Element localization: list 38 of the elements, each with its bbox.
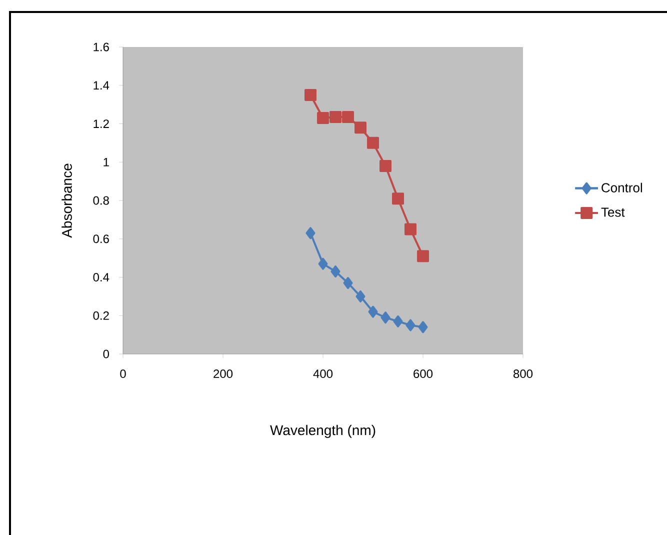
point xyxy=(367,136,379,149)
point xyxy=(354,122,366,134)
y-tick-label: 1 xyxy=(104,158,109,166)
point xyxy=(404,223,416,236)
y-tick-label: 1.6 xyxy=(94,42,109,52)
x-tick-label: 400 xyxy=(313,370,333,378)
point xyxy=(418,321,428,334)
x-axis-title: Wavelength (nm) xyxy=(270,424,376,438)
y-tick-label: 1.2 xyxy=(94,120,109,128)
point xyxy=(330,111,342,124)
x-tick-label: 800 xyxy=(514,370,533,378)
point xyxy=(380,312,390,324)
legend-label: Test xyxy=(601,208,625,217)
point xyxy=(318,258,328,270)
y-tick-label: 0.8 xyxy=(93,196,109,205)
x-tick-label: 0 xyxy=(120,370,126,378)
x-tick-label: 600 xyxy=(414,370,433,378)
point xyxy=(392,192,404,205)
point xyxy=(342,111,354,124)
point xyxy=(356,290,366,302)
point xyxy=(380,160,392,172)
x-tick-label: 200 xyxy=(214,370,233,378)
legend-label: Control xyxy=(602,182,642,192)
y-tick-label: 1.4 xyxy=(94,81,110,90)
point xyxy=(330,265,340,278)
point xyxy=(406,319,416,332)
point xyxy=(368,306,378,318)
y-tick-label: 0 xyxy=(103,350,110,358)
point xyxy=(317,112,329,124)
point xyxy=(306,227,316,240)
point xyxy=(304,88,316,101)
y-axis-title: Absorbance xyxy=(62,164,72,238)
y-tick-label: 0.4 xyxy=(93,273,110,282)
point xyxy=(417,250,429,262)
y-tick-label: 0.2 xyxy=(93,311,109,320)
point xyxy=(343,277,353,289)
y-tick-label: 0.6 xyxy=(93,234,109,244)
point xyxy=(393,315,403,328)
